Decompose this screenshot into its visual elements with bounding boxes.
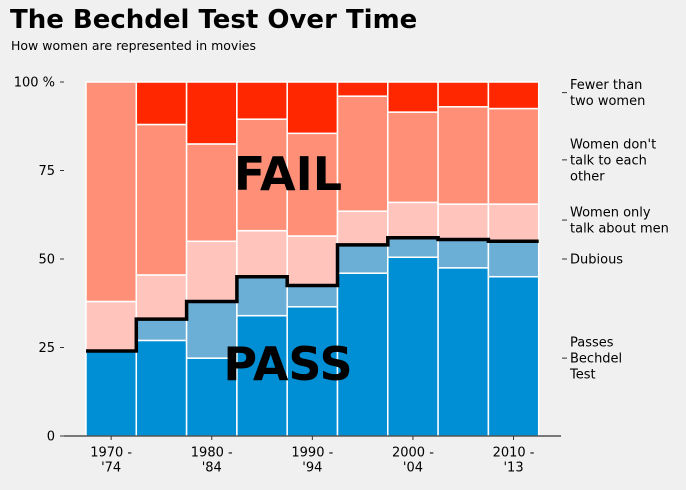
- bar-segment-fewer-than-two-women-1980-84: [185, 81, 238, 145]
- bar-segment-women-only-talk-about-men-1985-89: [236, 229, 288, 278]
- bar-segment-dubious-1975-79: [135, 318, 188, 342]
- bar-segment-dubious-1985-89: [236, 275, 288, 317]
- bar-segment-women-don-t-talk-to-each-other-2000-04: [387, 111, 439, 204]
- bar-segment-women-only-talk-about-men-1970-74: [85, 300, 138, 352]
- chart-title: The Bechdel Test Over Time: [10, 5, 418, 35]
- y-tick-label: 25: [38, 341, 55, 356]
- legend-label-fewer-than-two-women: Fewer than two women: [570, 78, 645, 109]
- y-tick-label: 0: [47, 430, 55, 445]
- bar-segment-passes-bechdel-test-1975-79: [135, 339, 188, 437]
- y-tick-label: 50: [38, 253, 55, 268]
- y-tick-label: 75: [38, 164, 55, 179]
- y-tick-label: 100 %: [14, 76, 55, 91]
- bar-segment-dubious-1990-94: [286, 284, 339, 308]
- bar-segment-women-only-talk-about-men-1990-94: [286, 235, 339, 287]
- bar-segment-passes-bechdel-test-1970-74: [85, 350, 138, 437]
- bar-segment-passes-bechdel-test-1980-84: [185, 357, 238, 437]
- bar-segment-women-don-t-talk-to-each-other-2010-13: [487, 107, 540, 205]
- x-tick-label: 2000 -'04: [392, 446, 434, 476]
- bar-segment-women-only-talk-about-men-1980-84: [185, 240, 238, 303]
- pass-annotation: PASS: [223, 337, 352, 391]
- bar-segment-fewer-than-two-women-2000-04: [387, 81, 439, 113]
- bar-segment-dubious-2010-13: [487, 240, 540, 278]
- bar-segment-fewer-than-two-women-2005-09: [437, 81, 490, 108]
- bar-segment-passes-bechdel-test-2000-04: [387, 256, 439, 437]
- bar-segment-fewer-than-two-women-1975-79: [135, 81, 188, 126]
- bar-segment-women-don-t-talk-to-each-other-1980-84: [185, 143, 238, 243]
- bar-segment-dubious-1995-99: [336, 244, 389, 274]
- fail-annotation: FAIL: [234, 147, 342, 201]
- legend-label-dubious: Dubious: [570, 253, 623, 268]
- bar-segment-women-only-talk-about-men-1995-99: [336, 210, 389, 246]
- bar-segment-women-don-t-talk-to-each-other-1975-79: [135, 123, 188, 276]
- x-tick-label: 1990 -'94: [291, 446, 333, 476]
- bar-segment-passes-bechdel-test-2010-13: [487, 275, 540, 437]
- chart-subtitle: How women are represented in movies: [11, 38, 257, 53]
- legend-label-women-only-talk-about-men: Women only talk about men: [570, 206, 669, 237]
- bar-segment-women-only-talk-about-men-2000-04: [387, 201, 439, 239]
- bar-segment-fewer-than-two-women-1990-94: [286, 81, 339, 135]
- legend-label-passes-bechdel-test: Passes Bechdel Test: [569, 336, 622, 383]
- pass-threshold-line: [86, 236, 539, 353]
- x-tick-label: 2010 -'13: [493, 446, 535, 476]
- bar-segment-fewer-than-two-women-1995-99: [336, 81, 389, 97]
- bar-segment-passes-bechdel-test-1995-99: [336, 272, 389, 437]
- x-tick-label: 1980 -'84: [191, 446, 233, 476]
- legend-label-women-don-t-talk-to-each-other: Women don't talk to each other: [570, 137, 656, 184]
- bar-segment-dubious-2005-09: [437, 238, 490, 269]
- bar-segment-women-don-t-talk-to-each-other-2005-09: [437, 106, 490, 205]
- bar-segment-fewer-than-two-women-2010-13: [487, 81, 540, 110]
- bar-segment-fewer-than-two-women-1985-89: [236, 81, 288, 120]
- x-tick-label: 1970 -'74: [90, 446, 132, 476]
- bar-segment-women-don-t-talk-to-each-other-1995-99: [336, 95, 389, 212]
- bar-segment-women-only-talk-about-men-1975-79: [135, 274, 188, 320]
- bar-segment-women-only-talk-about-men-2010-13: [487, 203, 540, 243]
- bar-segment-dubious-2000-04: [387, 237, 439, 258]
- bar-segment-passes-bechdel-test-2005-09: [437, 267, 490, 437]
- bar-segment-women-don-t-talk-to-each-other-1970-74: [85, 81, 138, 303]
- bar-segment-women-only-talk-about-men-2005-09: [437, 203, 490, 241]
